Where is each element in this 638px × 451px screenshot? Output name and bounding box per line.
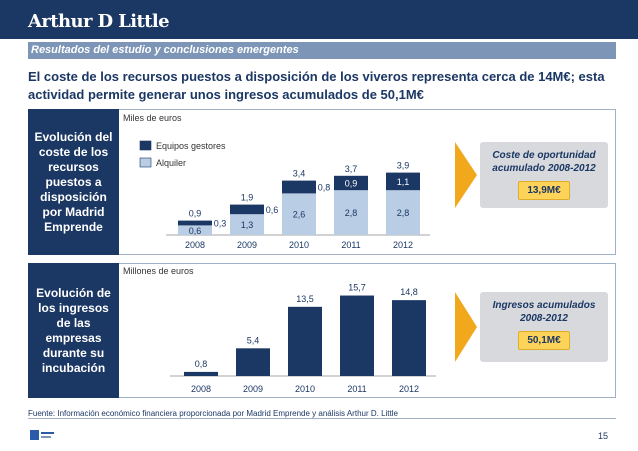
cost-arrow-icon (455, 142, 477, 208)
cost-total-label: 3,4 (293, 169, 306, 179)
revenue-value-label: 15,7 (348, 283, 366, 293)
company-logo: Arthur D Little (28, 11, 170, 32)
cost-unit-label: Miles de euros (123, 113, 182, 123)
cost-label-alquiler: 0,6 (189, 226, 202, 236)
revenue-panel-label-box: Evolución de los ingresos de las empresa… (28, 263, 119, 398)
revenue-chart: 0,8 2008 5,4 2009 13,5 2010 15,7 2011 14,8 2012 (170, 283, 436, 394)
cost-label-alquiler: 2,8 (397, 208, 410, 218)
cost-year-label: 2011 (341, 240, 360, 250)
cost-callout: Coste de oportunidad acumulado 2008-2012… (480, 142, 608, 208)
cost-panel-label: Evolución del coste de los recursos pues… (34, 129, 113, 234)
footer-divider (28, 418, 616, 419)
revenue-year-label: 2011 (347, 384, 366, 394)
revenue-year-label: 2012 (399, 384, 419, 394)
revenue-value-label: 0,8 (195, 359, 208, 369)
cost-year-label: 2008 (185, 240, 205, 250)
cost-year-label: 2009 (237, 240, 257, 250)
revenue-bar (340, 295, 374, 376)
revenue-callout: Ingresos acumulados 2008-2012 50,1M€ (480, 292, 608, 362)
revenue-arrow-icon (455, 292, 477, 362)
slide-headline: El coste de los recursos puestos a dispo… (28, 69, 605, 102)
cost-bar-alquiler (282, 193, 316, 235)
cost-label-equipos: 0,3 (214, 219, 227, 229)
cost-label-alquiler: 2,8 (345, 208, 358, 218)
section-bar: Resultados del estudio y conclusiones em… (28, 42, 616, 59)
revenue-year-label: 2008 (191, 384, 211, 394)
legend-swatch-1 (139, 157, 152, 168)
cost-total-label: 3,7 (345, 164, 358, 174)
cost-total-label: 0,9 (189, 209, 202, 219)
cost-label-equipos: 0,9 (345, 179, 358, 189)
cost-label-alquiler: 1,3 (241, 220, 254, 230)
cost-label-alquiler: 2,6 (293, 210, 306, 220)
cost-label-equipos: 1,1 (397, 177, 410, 187)
cost-panel-label-box: Evolución del coste de los recursos pues… (28, 109, 119, 255)
revenue-callout-value: 50,1M€ (518, 331, 570, 350)
revenue-value-label: 5,4 (247, 335, 260, 345)
header-bar: Arthur D Little (0, 0, 638, 39)
cost-bar-alquiler (334, 190, 368, 235)
revenue-bar (236, 348, 270, 376)
legend-swatch-0 (139, 140, 152, 151)
revenue-unit-label: Millones de euros (123, 266, 194, 276)
cost-chart: Equipos gestores Alquiler 0,6 0,3 0,9 2008 1,3… (139, 140, 430, 250)
revenue-bar (288, 306, 322, 376)
cost-label-equipos: 0,8 (318, 183, 331, 193)
cost-bar-alquiler (178, 225, 212, 235)
page-number: 15 (598, 431, 609, 441)
revenue-callout-title: Ingresos acumulados 2008-2012 (492, 300, 596, 324)
legend-label-0: Equipos gestores (156, 141, 226, 151)
revenue-year-label: 2009 (243, 384, 263, 394)
cost-bar-equipos (230, 204, 264, 215)
cost-label-equipos: 0,6 (266, 205, 279, 215)
cost-total-label: 3,9 (397, 161, 410, 171)
revenue-year-label: 2010 (295, 384, 315, 394)
madrid-emprende-logo (30, 430, 54, 440)
cost-callout-value: 13,9M€ (518, 181, 570, 200)
cost-bar-equipos (282, 180, 316, 194)
cost-callout-title: Coste de oportunidad acumulado 2008-2012 (492, 150, 596, 174)
cost-year-label: 2012 (393, 240, 413, 250)
revenue-value-label: 13,5 (296, 294, 314, 304)
source-note: Fuente: Información económico financiera… (28, 409, 398, 418)
cost-bar-alquiler (386, 190, 420, 235)
legend-label-1: Alquiler (156, 158, 186, 168)
cost-bar-equipos (334, 175, 368, 191)
cost-bar-alquiler (230, 214, 264, 235)
cost-total-label: 1,9 (241, 193, 254, 203)
revenue-panel-label: Evolución de los ingresos de las empresa… (36, 285, 111, 375)
revenue-value-label: 14,8 (400, 287, 418, 297)
revenue-bar (392, 300, 426, 376)
cost-bar-equipos (386, 172, 420, 191)
revenue-bar (184, 371, 218, 376)
cost-year-label: 2010 (289, 240, 309, 250)
cost-bar-equipos (178, 220, 212, 226)
